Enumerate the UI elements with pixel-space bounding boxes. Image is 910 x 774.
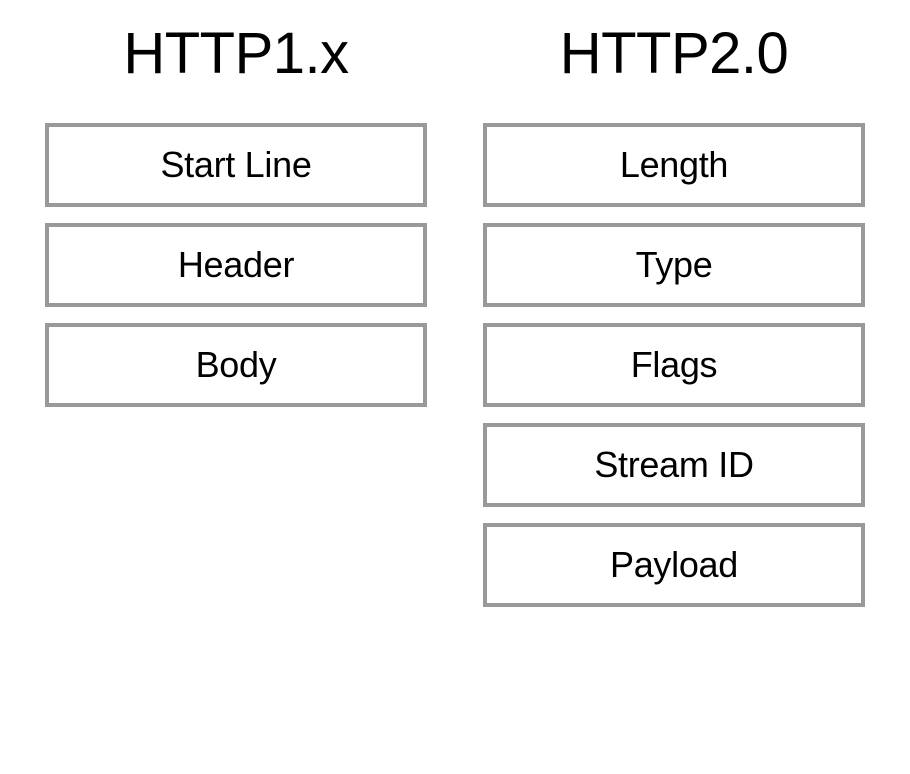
column-title-http1: HTTP1.x	[123, 20, 348, 87]
box-length: Length	[483, 123, 865, 207]
box-start-line: Start Line	[45, 123, 427, 207]
box-header: Header	[45, 223, 427, 307]
box-label: Stream ID	[594, 444, 753, 486]
box-label: Type	[636, 244, 713, 286]
column-title-http2: HTTP2.0	[560, 20, 789, 87]
box-type: Type	[483, 223, 865, 307]
box-label: Flags	[631, 344, 718, 386]
box-flags: Flags	[483, 323, 865, 407]
box-label: Start Line	[160, 144, 311, 186]
box-stream-id: Stream ID	[483, 423, 865, 507]
box-body: Body	[45, 323, 427, 407]
box-label: Length	[620, 144, 728, 186]
box-label: Payload	[610, 544, 738, 586]
column-http1: HTTP1.x Start Line Header Body	[45, 20, 427, 623]
box-payload: Payload	[483, 523, 865, 607]
box-label: Body	[196, 344, 277, 386]
box-label: Header	[178, 244, 294, 286]
column-http2: HTTP2.0 Length Type Flags Stream ID Payl…	[483, 20, 865, 623]
diagram-container: HTTP1.x Start Line Header Body HTTP2.0 L…	[0, 20, 910, 623]
